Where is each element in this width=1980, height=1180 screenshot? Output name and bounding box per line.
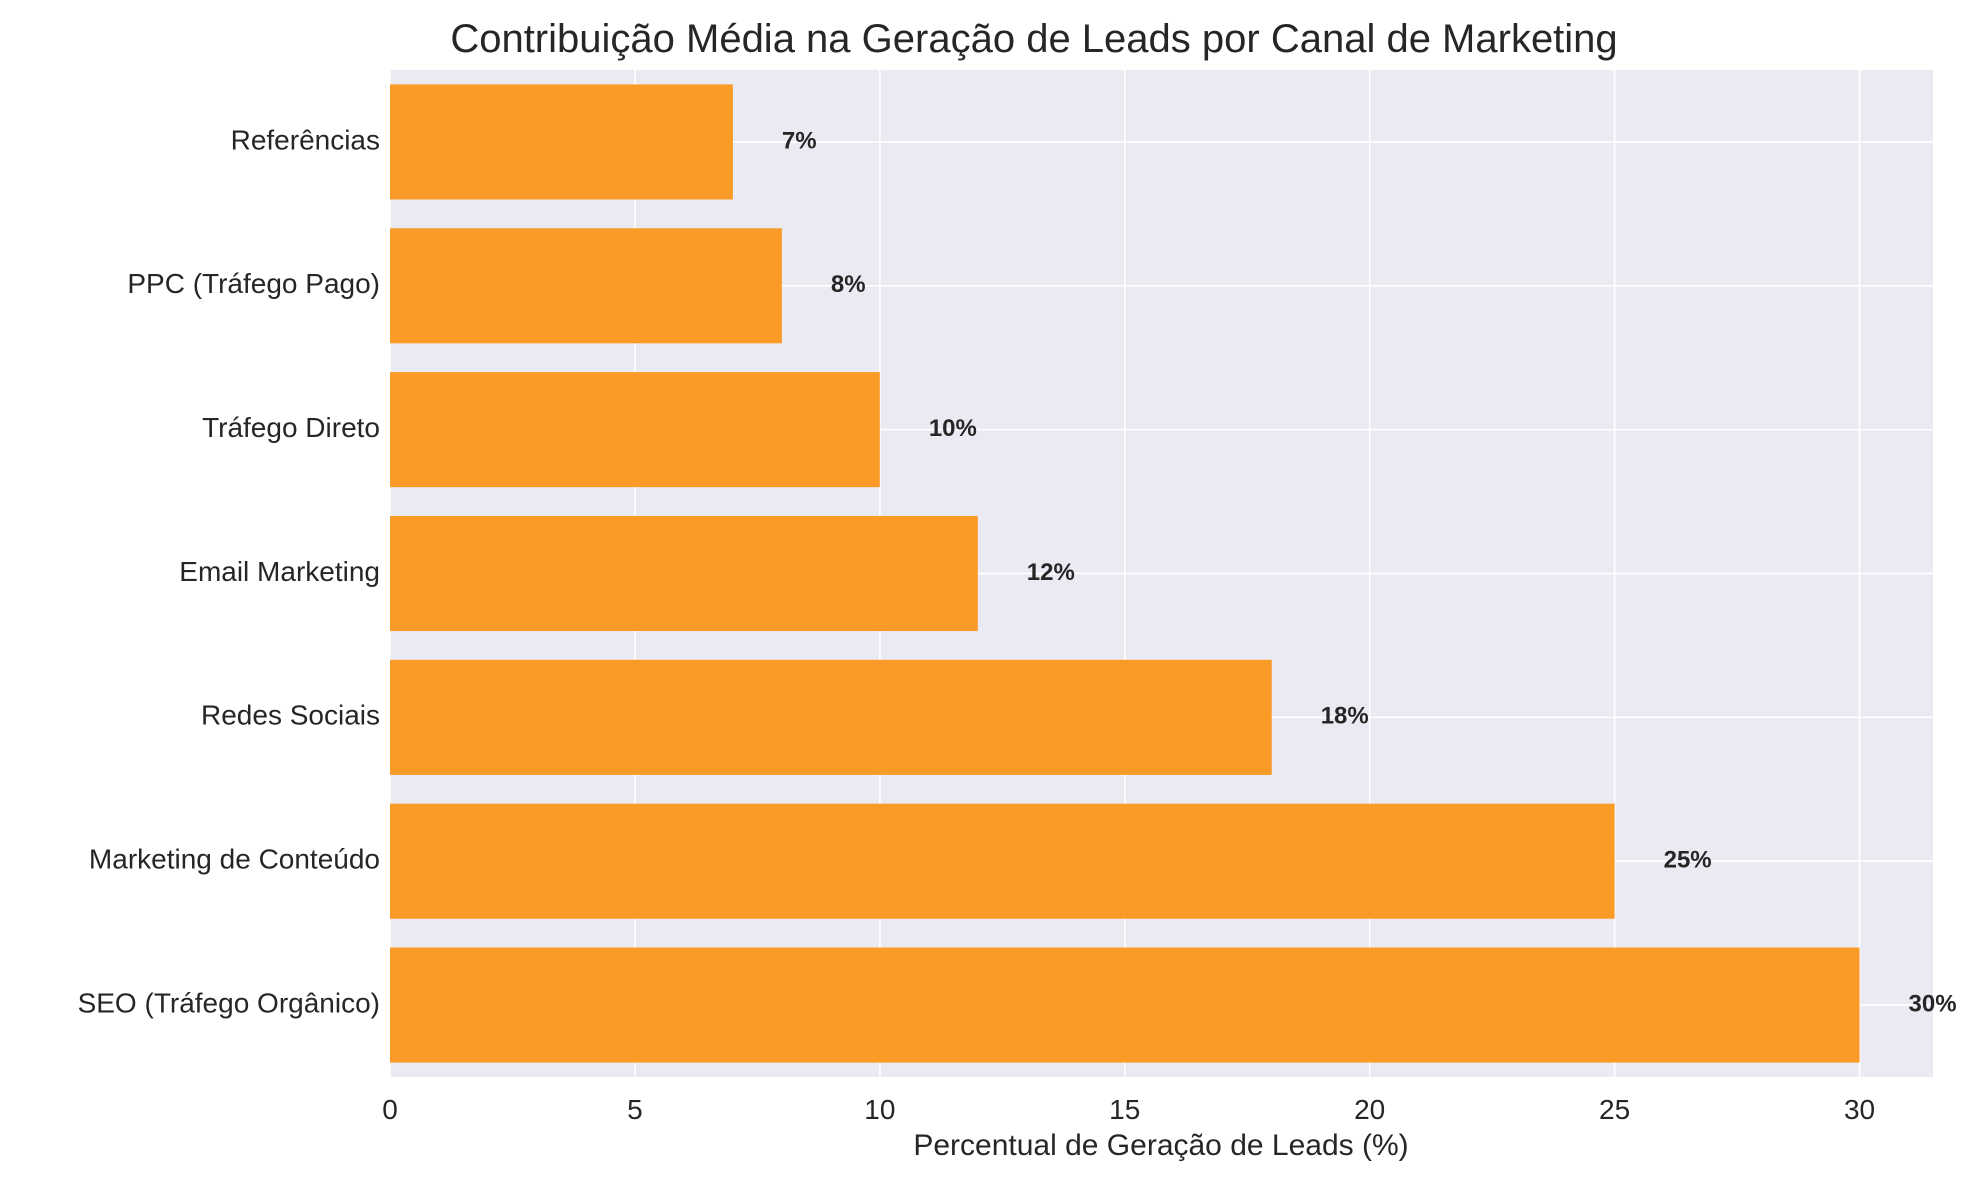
y-tick-label: SEO (Tráfego Orgânico) (78, 987, 380, 1018)
x-tick-label: 0 (382, 1094, 398, 1125)
x-axis-label: Percentual de Geração de Leads (%) (913, 1129, 1408, 1162)
data-label: 8% (831, 271, 866, 298)
data-label: 7% (782, 127, 817, 154)
y-tick-label: PPC (Tráfego Pago) (127, 268, 380, 299)
data-label: 12% (1027, 559, 1075, 586)
bar-seo-trafego-organico (390, 947, 1860, 1063)
x-tick-label: 25 (1599, 1094, 1630, 1125)
data-label: 30% (1909, 990, 1957, 1017)
y-tick-label: Referências (231, 124, 380, 155)
chart-title: Contribuição Média na Geração de Leads p… (450, 17, 1617, 61)
x-tick-label: 10 (864, 1094, 895, 1125)
bar-referencias (390, 84, 733, 200)
x-tick-label: 30 (1844, 1094, 1875, 1125)
y-tick-label: Redes Sociais (201, 700, 380, 731)
data-label: 18% (1321, 703, 1369, 730)
bar-redes-sociais (390, 659, 1272, 775)
data-label: 10% (929, 415, 977, 442)
bar-trafego-direto (390, 372, 880, 488)
data-labels: 30% 25% 18% 12% 10% 8% 7% (782, 127, 1957, 1017)
y-tick-label: Marketing de Conteúdo (89, 844, 380, 875)
bar-marketing-de-conteudo (390, 803, 1615, 919)
x-tick-label: 5 (627, 1094, 643, 1125)
bar-email-marketing (390, 515, 978, 632)
x-tick-labels: 0 5 10 15 20 25 30 (382, 1094, 1875, 1125)
y-tick-label: Email Marketing (179, 556, 380, 587)
bars (390, 84, 1860, 1063)
y-tick-label: Tráfego Direto (202, 412, 380, 443)
x-tick-label: 15 (1109, 1094, 1140, 1125)
data-label: 25% (1664, 847, 1712, 874)
bar-ppc-trafego-pago (390, 228, 782, 344)
y-tick-labels: SEO (Tráfego Orgânico) Marketing de Conte… (78, 124, 380, 1018)
x-tick-label: 20 (1354, 1094, 1385, 1125)
